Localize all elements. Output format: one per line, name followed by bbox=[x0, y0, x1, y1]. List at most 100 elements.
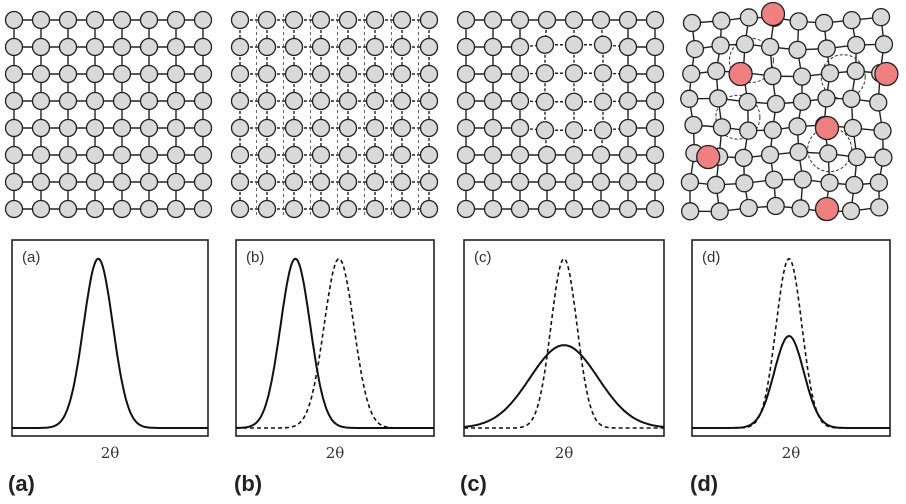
atom bbox=[139, 199, 159, 219]
atom bbox=[193, 118, 213, 138]
atom bbox=[709, 89, 728, 108]
atom bbox=[311, 118, 331, 138]
atom bbox=[31, 118, 51, 138]
plot-inner-label: (c) bbox=[474, 249, 492, 266]
atom bbox=[4, 118, 24, 138]
atom bbox=[874, 148, 893, 167]
atom bbox=[456, 37, 476, 57]
x-axis-label: 2θ bbox=[555, 444, 574, 462]
atom bbox=[819, 144, 838, 163]
atom bbox=[682, 13, 702, 33]
atom bbox=[764, 170, 784, 189]
atom bbox=[31, 10, 51, 30]
atom bbox=[618, 64, 638, 84]
xrd-plot-c: (c) 2θ (c) bbox=[460, 239, 665, 496]
atom bbox=[85, 172, 105, 192]
atom bbox=[760, 37, 780, 57]
atom bbox=[419, 91, 439, 111]
peak-solid bbox=[463, 344, 665, 428]
atom bbox=[419, 199, 439, 219]
atom bbox=[793, 170, 812, 189]
atom bbox=[760, 145, 780, 165]
atom bbox=[841, 201, 861, 221]
atom bbox=[735, 34, 755, 54]
plot-row: (a) 2θ (a) (b) 2θ (b) (c) 2θ (c) (d) 2θ (d) bbox=[8, 239, 891, 496]
distortion-field bbox=[807, 127, 853, 173]
atom bbox=[788, 117, 807, 136]
atom bbox=[680, 202, 700, 221]
atom bbox=[618, 118, 638, 138]
atom bbox=[365, 145, 385, 165]
atom bbox=[593, 64, 613, 83]
atom bbox=[112, 118, 132, 138]
atom bbox=[230, 10, 250, 30]
atom bbox=[419, 172, 439, 192]
atom bbox=[483, 91, 503, 111]
plot-frame bbox=[11, 239, 209, 437]
atom bbox=[284, 64, 304, 84]
atom bbox=[738, 92, 757, 112]
atom bbox=[645, 118, 665, 138]
atom bbox=[31, 172, 51, 192]
atom bbox=[792, 92, 812, 111]
atom bbox=[618, 172, 638, 192]
distortion-field bbox=[728, 38, 774, 83]
atom bbox=[766, 94, 786, 114]
atom bbox=[564, 64, 584, 83]
atom bbox=[392, 37, 412, 57]
atom bbox=[257, 64, 277, 84]
atom bbox=[139, 145, 159, 165]
atom bbox=[685, 39, 705, 59]
panel-label: (a) bbox=[8, 471, 35, 496]
atom bbox=[645, 172, 665, 192]
panel-label: (b) bbox=[234, 471, 262, 496]
atom bbox=[31, 145, 51, 165]
atom bbox=[230, 145, 250, 165]
atom bbox=[166, 10, 186, 30]
atom bbox=[284, 199, 304, 219]
atom bbox=[618, 37, 638, 57]
atom bbox=[564, 10, 584, 30]
atom bbox=[843, 118, 863, 138]
plot-frame bbox=[235, 239, 435, 437]
atom bbox=[814, 13, 834, 33]
atom bbox=[166, 145, 186, 165]
atom bbox=[789, 142, 808, 162]
atom bbox=[257, 10, 277, 30]
atom bbox=[284, 91, 304, 111]
atom bbox=[392, 91, 412, 111]
impurity-atom bbox=[728, 61, 753, 87]
atom bbox=[510, 91, 530, 111]
atom bbox=[4, 199, 24, 219]
atom bbox=[193, 172, 213, 192]
atom bbox=[483, 118, 503, 138]
atom bbox=[284, 145, 304, 165]
atom bbox=[789, 12, 808, 31]
atom bbox=[31, 37, 51, 57]
atom bbox=[645, 91, 665, 111]
atom bbox=[112, 64, 132, 84]
atom bbox=[510, 10, 530, 30]
atom bbox=[112, 145, 132, 165]
atom bbox=[456, 118, 476, 138]
atom bbox=[537, 10, 557, 30]
lattice-b bbox=[230, 10, 439, 219]
atom bbox=[311, 199, 331, 219]
atom bbox=[338, 10, 358, 30]
atom bbox=[564, 145, 584, 165]
atom bbox=[230, 199, 250, 219]
atom bbox=[284, 172, 304, 192]
atom bbox=[645, 145, 665, 165]
atom bbox=[58, 37, 78, 57]
atom bbox=[846, 61, 865, 81]
atom bbox=[166, 172, 186, 192]
atom bbox=[618, 10, 638, 30]
atom bbox=[847, 35, 866, 55]
atom bbox=[593, 92, 613, 111]
atom bbox=[483, 64, 503, 84]
atom bbox=[284, 118, 304, 138]
atom bbox=[618, 145, 638, 165]
distortion-field bbox=[715, 94, 761, 140]
atom bbox=[112, 10, 132, 30]
atom bbox=[564, 92, 584, 111]
